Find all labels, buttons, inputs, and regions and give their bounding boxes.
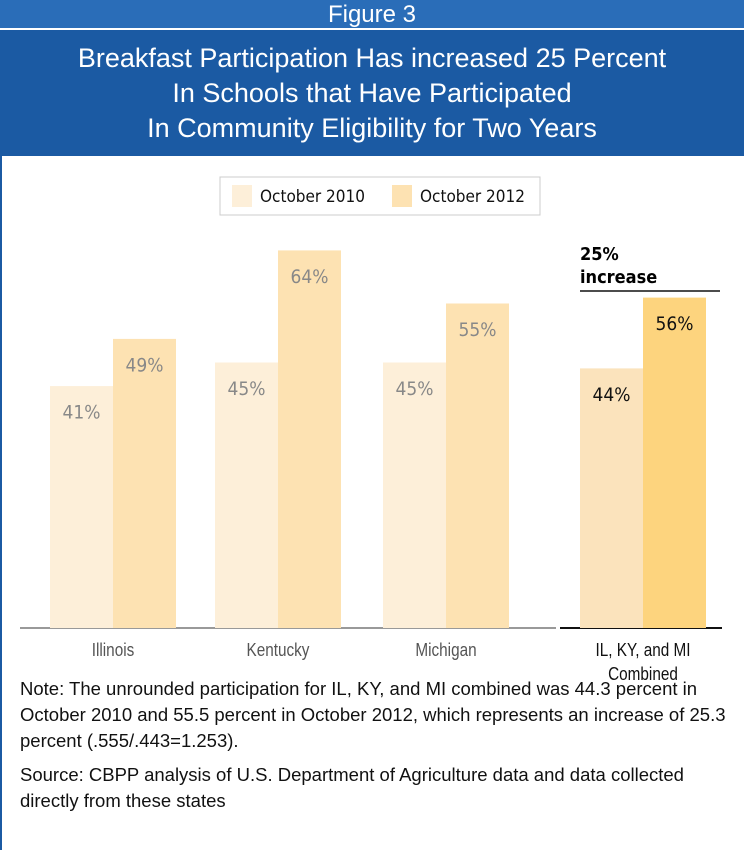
- chart-title: In Community Eligibility for Two Years: [147, 113, 597, 143]
- annotation: increase: [580, 267, 657, 288]
- legend-box: [219, 176, 541, 216]
- border: [0, 156, 2, 850]
- value-label: 49%: [126, 354, 164, 376]
- legend-label: October 2010: [260, 187, 365, 207]
- figure-label: Figure 3: [0, 0, 744, 30]
- bar: [643, 297, 706, 628]
- bar: [113, 338, 176, 628]
- legend-label: October 2012: [420, 187, 525, 207]
- bar: [215, 362, 278, 628]
- value-label: 64%: [291, 266, 329, 288]
- x-tick-label: Illinois: [91, 640, 135, 660]
- legend-swatch: [392, 185, 412, 207]
- note: Note: The unrounded participation for IL…: [20, 678, 726, 751]
- value-label: 55%: [459, 319, 497, 341]
- legend-swatch: [232, 185, 252, 207]
- x-tick-label: Kentucky: [246, 640, 310, 660]
- bar: [50, 386, 113, 628]
- bar: [383, 362, 446, 628]
- value-label: 44%: [593, 384, 631, 406]
- value-label: 45%: [396, 378, 434, 400]
- value-label: 41%: [63, 402, 101, 424]
- value-label: 56%: [656, 313, 694, 335]
- annotation: 25%: [580, 244, 619, 265]
- value-label: 45%: [228, 378, 266, 400]
- bar: [580, 368, 643, 628]
- source: Source: CBPP analysis of U.S. Department…: [20, 764, 684, 811]
- x-tick-label: IL, KY, and MI Combined: [595, 640, 691, 684]
- bar: [446, 303, 509, 628]
- x-tick-label: Michigan: [415, 640, 477, 660]
- chart-title: In Schools that Have Participated: [172, 78, 572, 108]
- chart-title: Breakfast Participation Has increased 25…: [77, 43, 667, 73]
- bar: [278, 250, 341, 628]
